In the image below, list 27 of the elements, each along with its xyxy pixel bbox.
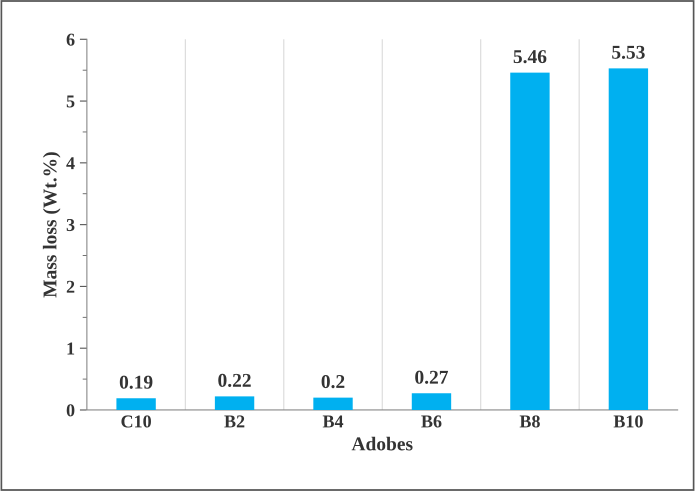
y-tick-label: 0 [66,404,74,416]
bar [608,68,648,410]
y-tick-label: 4 [66,157,75,170]
x-tick-label: C10 [121,415,151,428]
y-tick-label: 1 [67,342,74,354]
x-tick-label: B8 [520,415,540,428]
x-tick-label: B4 [322,415,344,428]
data-label: 0.2 [322,375,344,388]
y-tick-label: 5 [66,96,74,108]
x-axis-title: Adobes [352,436,413,450]
bar [313,398,353,410]
x-tick-label: B6 [421,415,442,428]
x-tick-label: B2 [224,415,244,428]
bar [116,398,156,410]
y-axis-title: Mass loss (Wt.%) [42,152,60,298]
bar [510,72,550,410]
y-tick-label: 6 [66,34,75,46]
bar [412,393,452,410]
y-tick-label: 2 [66,280,74,293]
data-label: 5.53 [612,46,645,59]
y-tick-label: 3 [66,218,74,232]
data-label: 0.22 [218,374,251,387]
x-tick-label: B10 [614,415,643,428]
bar [214,396,254,410]
data-label: 0.27 [415,370,448,384]
data-label: 0.19 [120,376,152,389]
data-label: 5.46 [514,50,546,64]
